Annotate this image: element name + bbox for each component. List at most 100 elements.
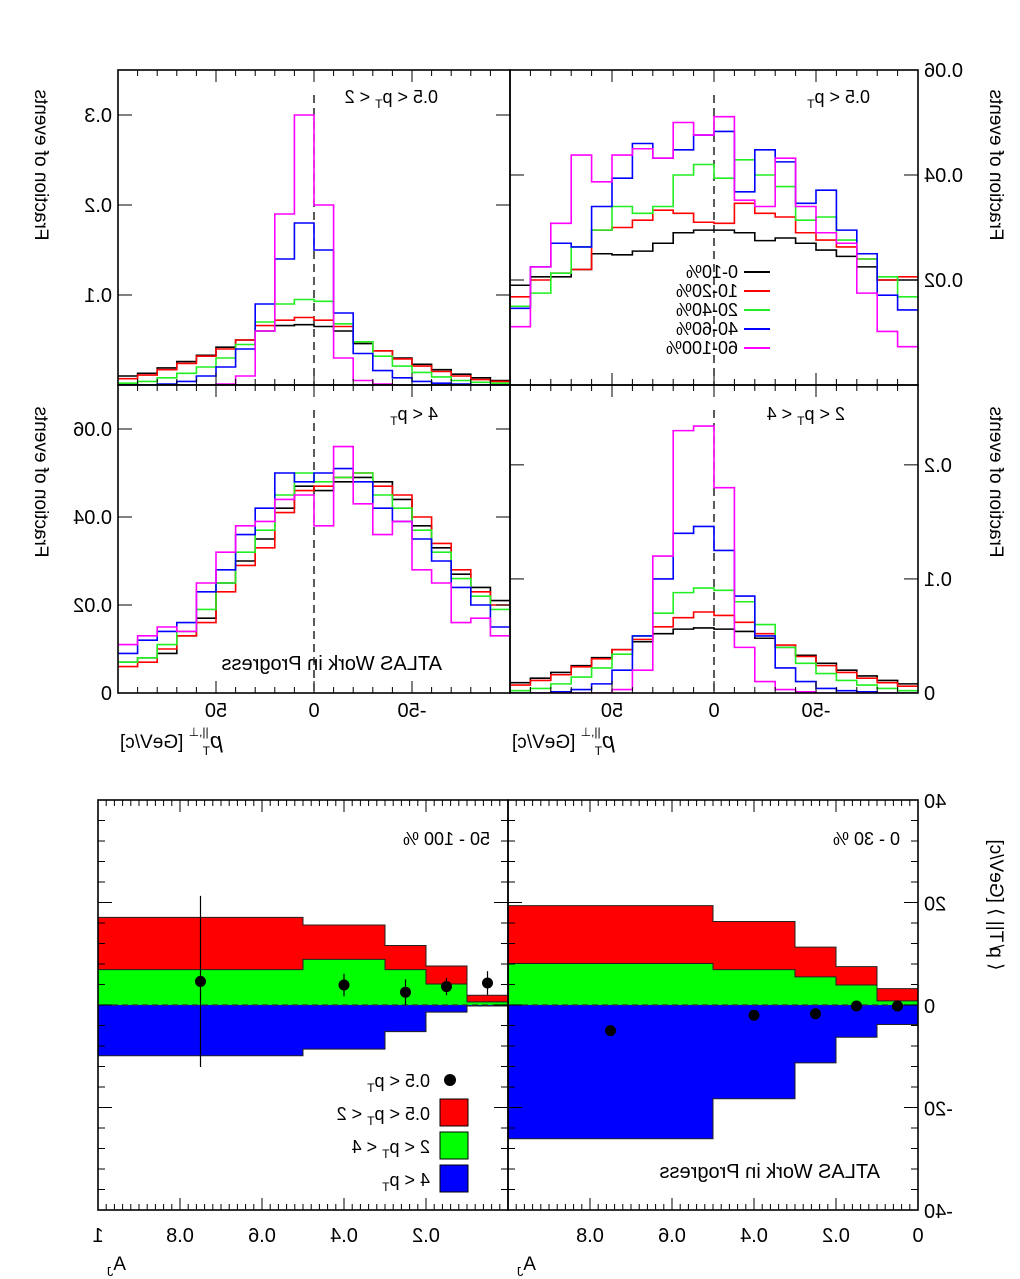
legend-item: 4 < pT (381, 1164, 469, 1194)
series-0-10%-step (510, 627, 918, 685)
x-axis-title: pT ||,⊥ [GeV/c] (512, 725, 615, 758)
series-10-20%-step (118, 472, 510, 668)
subscript: T (366, 1081, 374, 1095)
y-axis-title: Fraction of events (985, 406, 1006, 557)
legend-label: 0.5 < pT (366, 1071, 430, 1095)
label-text: p (602, 728, 615, 753)
x-tick-label: 0.4 (330, 1225, 358, 1247)
subscript: T (202, 744, 210, 758)
superscript: ||,⊥ (189, 725, 209, 739)
label-text: A (523, 1254, 536, 1275)
legend-marker-point (444, 1074, 456, 1086)
legend-item: 0-10% (686, 262, 770, 282)
superscript: ||,⊥ (581, 725, 601, 739)
mirrored-figure: 0.020.040.060.5 < pT Fraction of events0.… (30, 60, 1006, 1279)
subscript: T (381, 1180, 389, 1194)
legend-item: 0.5 < pT < 2 (337, 1098, 469, 1128)
blue-band-outline (508, 1023, 918, 1140)
blue-band-bar (385, 1005, 426, 1032)
x-tick-label: 50 (601, 700, 623, 722)
legend-swatch (439, 1131, 469, 1160)
x-tick-label: 0 (308, 700, 319, 722)
series-60-100%-step (118, 445, 510, 646)
x-tick-label: 0.8 (576, 1225, 604, 1247)
data-point (892, 1000, 903, 1012)
y-tick-label: 40 (924, 791, 946, 813)
band-panel: 0 0.2 0.4 0.6 0.8 -40 -20 0 20 40 0 - 30 % AJ (507, 791, 953, 1279)
legend-label: 20-40% (676, 300, 738, 320)
series-0-10%-step (118, 323, 510, 382)
green-band-bar (467, 1001, 508, 1005)
x-tick-label: 0.2 (822, 1225, 850, 1247)
label-text: 0.5 < p (374, 1071, 430, 1091)
panel-label: 0.5 < pT < 2 (345, 87, 438, 111)
x-tick-label: 0 (912, 1225, 923, 1247)
y-tick-label: 0 (924, 996, 935, 1018)
series-40-60%-step (118, 467, 510, 655)
legend-label: 0.5 < pT < 2 (337, 1104, 430, 1128)
label-text: 2 < p (804, 404, 845, 424)
series-10-20%-step (510, 202, 918, 298)
data-point (851, 1000, 862, 1012)
histogram-panel: 0.02 0.04 0.06 0.5 < pT Fraction of events (509, 60, 1006, 386)
label-text: < 4 (767, 404, 798, 424)
label-text: < 2 (337, 1104, 368, 1124)
series-20-40%-step (118, 298, 510, 384)
green-band-outline (98, 958, 508, 1003)
label-text: 4 < p (389, 1170, 430, 1190)
series-10-20%-step (510, 611, 918, 687)
subscript: T (389, 414, 397, 428)
data-point (400, 986, 411, 998)
panel-label: 2 < pT < 4 (767, 404, 845, 428)
data-point (441, 981, 452, 993)
series-10-20%-step (118, 316, 510, 383)
legend-item: 2 < pT < 4 (352, 1131, 469, 1161)
green-band-outline (508, 962, 918, 1002)
legend-item: 40-60% (676, 319, 770, 339)
x-tick-label: 0.4 (740, 1225, 768, 1247)
red-band-outline (508, 905, 918, 990)
y-tick-label: 0.06 (73, 419, 112, 441)
data-point (195, 975, 206, 987)
data-point (338, 979, 350, 991)
y-axis-title: Fraction of events (985, 89, 1006, 240)
series-60-100%-step (510, 115, 918, 348)
blue-band-bar (426, 1005, 467, 1013)
atlas-watermark: ATLAS Work in Progress (222, 653, 442, 675)
y-tick-label: 0 (924, 683, 935, 705)
legend-label: 40-60% (676, 319, 738, 339)
y-tick-label: 0.04 (73, 507, 112, 529)
subscript: T (366, 1114, 374, 1128)
unit: [GeV/c] (120, 732, 189, 753)
subscript: T (594, 744, 602, 758)
legend-item: 60-100% (666, 338, 770, 358)
subscript: T (806, 97, 814, 111)
x-axis-title: AJ (517, 1254, 536, 1279)
label-text: 4 < p (397, 404, 438, 424)
data-point (748, 1009, 760, 1021)
legend-item: 20-40% (676, 300, 770, 320)
y-tick-label: 0.02 (73, 595, 112, 617)
blue-band-bar (877, 1005, 918, 1025)
y-axis-title: Fraction of events (30, 406, 51, 557)
x-tick-label: 50 (205, 700, 227, 722)
x-tick-label: 0.6 (248, 1225, 276, 1247)
x-tick-label: -50 (802, 700, 831, 722)
panel-label: 0 - 30 % (833, 829, 900, 849)
subscript: J (107, 1264, 114, 1279)
label-text: p (210, 728, 223, 753)
label-text: 0.5 < p (374, 1104, 430, 1124)
panel-label: 4 < pT (389, 404, 438, 428)
y-axis-title: Fraction of events (30, 89, 51, 240)
atlas-watermark: ATLAS Work in Progress (660, 1161, 880, 1183)
x-tick-label: 0.8 (166, 1225, 194, 1247)
unit: [GeV/c] (512, 732, 581, 753)
legend-label: 4 < pT (381, 1170, 430, 1194)
blue-band-bar (303, 1005, 385, 1050)
x-tick-label: 0.2 (412, 1225, 440, 1247)
label-text: 0.5 < p (814, 87, 870, 107)
y-tick-label: 0.2 (924, 455, 952, 477)
band-panel: 0.2 0.4 0.6 0.8 1 50 - 100 % AJ (92, 799, 509, 1279)
series-60-100%-step (118, 114, 510, 385)
